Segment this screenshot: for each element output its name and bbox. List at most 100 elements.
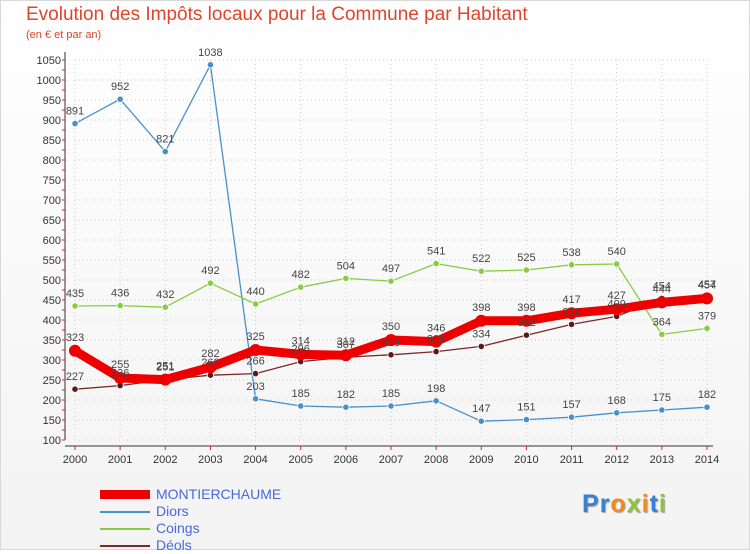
data-label: 185 (292, 388, 310, 400)
y-tick-label: 200 (43, 395, 61, 407)
data-point (342, 403, 350, 411)
data-point (520, 314, 533, 327)
x-tick-label: 2000 (63, 454, 87, 466)
data-point (69, 344, 81, 357)
data-label: 364 (653, 316, 671, 328)
y-tick-label: 300 (43, 355, 61, 367)
x-tick-label: 2003 (198, 454, 222, 466)
x-tick-label: 2007 (379, 454, 403, 466)
data-point (161, 148, 169, 156)
y-tick-label: 450 (43, 295, 61, 307)
legend-swatch (100, 490, 150, 499)
x-tick-label: 2012 (604, 454, 628, 466)
data-label: 227 (66, 371, 84, 383)
data-point (432, 259, 440, 268)
legend-label: MONTIERCHAUME (156, 486, 282, 502)
data-label: 398 (517, 302, 535, 314)
data-label: 282 (201, 348, 219, 360)
y-tick-label: 800 (43, 155, 61, 167)
x-tick-label: 2009 (469, 454, 493, 466)
data-point (339, 349, 352, 362)
data-point (71, 120, 79, 128)
data-point (522, 266, 531, 274)
data-point (71, 385, 79, 393)
data-label: 266 (246, 356, 264, 368)
data-label: 482 (292, 269, 310, 281)
data-label: 334 (472, 328, 490, 340)
y-tick-label: 400 (43, 315, 61, 327)
data-label: 175 (653, 392, 671, 404)
y-tick-label: 1050 (37, 55, 61, 67)
data-point (613, 260, 621, 268)
data-label: 417 (562, 294, 580, 306)
data-point (432, 397, 440, 405)
data-label: 185 (382, 388, 400, 400)
data-point (565, 307, 578, 320)
data-label: 436 (111, 288, 129, 300)
data-point (251, 369, 260, 378)
data-point (567, 261, 576, 269)
data-point (342, 274, 350, 282)
data-label: 313 (382, 337, 400, 349)
data-point (116, 301, 124, 310)
y-tick-label: 250 (43, 375, 61, 387)
y-tick-label: 850 (43, 135, 61, 147)
data-label: 362 (517, 317, 535, 329)
data-point (658, 330, 666, 338)
data-label: 891 (66, 106, 84, 118)
data-label: 323 (66, 332, 84, 344)
data-point (206, 279, 215, 287)
y-tick-label: 750 (43, 175, 61, 187)
data-point (251, 395, 260, 403)
data-label: 203 (246, 381, 264, 393)
x-tick-label: 2011 (560, 454, 584, 466)
data-point (658, 406, 666, 414)
data-point (477, 342, 485, 350)
data-label: 440 (246, 286, 264, 298)
data-label: 454 (698, 279, 716, 291)
x-tick-label: 2014 (695, 454, 719, 466)
y-tick-label: 550 (43, 255, 61, 267)
data-label: 255 (111, 359, 129, 371)
data-point (610, 303, 623, 316)
x-tick-label: 2005 (288, 454, 312, 466)
data-label: 1038 (198, 47, 222, 59)
data-label: 389 (562, 306, 580, 318)
data-point (432, 347, 440, 356)
data-label: 182 (337, 389, 355, 401)
data-point (251, 300, 260, 308)
data-point (204, 361, 217, 374)
data-point (567, 320, 576, 328)
data-point (522, 415, 531, 424)
data-label: 350 (382, 321, 400, 333)
x-tick-label: 2010 (514, 454, 538, 466)
data-point (701, 292, 713, 305)
data-label: 454 (653, 280, 671, 292)
data-label: 444 (653, 283, 671, 295)
data-point (297, 283, 305, 291)
data-point (387, 277, 395, 285)
data-point (71, 302, 79, 310)
x-tick-label: 2008 (424, 454, 448, 466)
data-point (159, 373, 172, 386)
y-tick-label: 1000 (37, 75, 61, 87)
data-label: 821 (156, 134, 174, 146)
data-label: 457 (698, 279, 716, 291)
data-point (703, 324, 711, 332)
data-point (114, 372, 127, 384)
data-label: 409 (608, 298, 626, 310)
data-label: 321 (427, 334, 445, 346)
legend-label: Coings (156, 520, 200, 536)
x-tick-label: 2013 (650, 454, 674, 466)
data-label: 251 (156, 361, 174, 373)
x-tick-label: 2001 (108, 454, 132, 466)
data-label: 346 (427, 323, 445, 335)
data-label: 251 (156, 362, 174, 374)
data-point (522, 331, 531, 339)
data-label: 325 (246, 331, 264, 343)
y-tick-label: 650 (43, 215, 61, 227)
legend-swatch (100, 528, 150, 530)
data-label: 432 (156, 289, 174, 301)
